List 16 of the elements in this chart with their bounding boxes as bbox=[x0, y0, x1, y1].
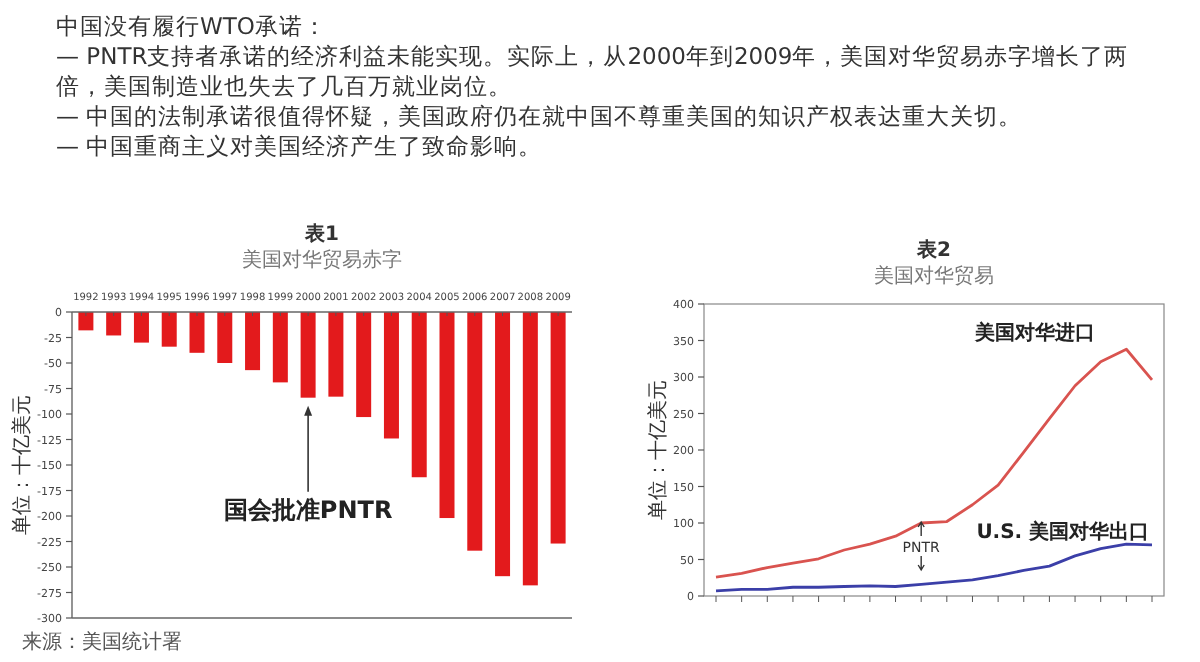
source-note: 来源：美国统计署 bbox=[22, 630, 182, 654]
y-axis-title: 单位：十亿美元 bbox=[646, 380, 670, 520]
text: — PNTR支持者承诺的经济利益未能实现。实际上，从2000年到2009年，美国对华贸易赤字增长了两倍，美国制造业也失去了几百万就业岗位。 bbox=[56, 42, 1131, 102]
series-label: U.S. 美国对华出口 bbox=[976, 519, 1150, 544]
annotation: 国会批准PNTR bbox=[223, 495, 393, 524]
line-series bbox=[714, 542, 1154, 593]
line-series bbox=[714, 347, 1154, 579]
chart-title: 表1 bbox=[303, 222, 340, 246]
text: 中国没有履行WTO承诺： bbox=[56, 12, 327, 40]
text: — 中国的法制承诺很值得怀疑，美国政府仍在就中国不尊重美国的知识产权表达重大关切。 bbox=[56, 102, 1025, 132]
series-label: 美国对华进口 bbox=[973, 321, 1096, 346]
chart-title: 表2 bbox=[915, 238, 952, 262]
text: — 中国重商主义对美国经济产生了致命影响。 bbox=[56, 132, 545, 162]
chart-subtitle: 美国对华贸易赤字 bbox=[242, 248, 402, 272]
y-axis-title: 单位：十亿美元 bbox=[10, 395, 34, 535]
chart-subtitle: 美国对华贸易 bbox=[874, 264, 994, 288]
